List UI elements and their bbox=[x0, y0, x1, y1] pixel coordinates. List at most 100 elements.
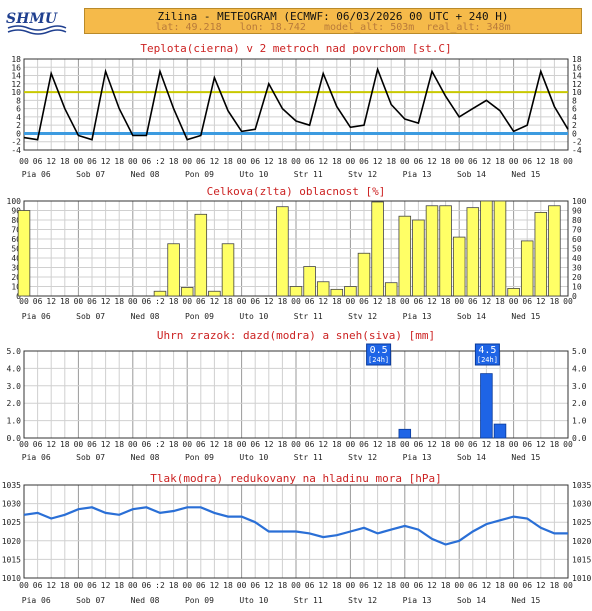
precip-hour-label: 00 bbox=[291, 440, 301, 449]
precip-hour-label: 06 bbox=[468, 440, 478, 449]
temperature-ytick-right: 0 bbox=[572, 129, 577, 138]
pressure-day-label: Pon 09 bbox=[185, 596, 214, 605]
cloud-day-label: Pia 13 bbox=[403, 312, 432, 321]
precip-hour-label: 18 bbox=[223, 440, 233, 449]
cloud-bar bbox=[194, 213, 208, 297]
cloud-hour-label: 06 bbox=[33, 297, 43, 306]
cloud-ytick-right: 90 bbox=[572, 207, 582, 216]
cloud-bar bbox=[371, 201, 384, 297]
temperature-hour-label: 18 bbox=[495, 157, 505, 166]
temperature-hour-label: 00 bbox=[19, 157, 29, 166]
cloud-hour-label: 06 bbox=[142, 297, 152, 306]
temperature-day-label: Stv 12 bbox=[348, 170, 377, 179]
pressure-ytick-left: 1025 bbox=[2, 518, 21, 527]
temperature-hour-label: 00 bbox=[509, 157, 519, 166]
cloud-hour-label: 12 bbox=[264, 297, 274, 306]
precip-hour-label: 12 bbox=[536, 440, 546, 449]
cloud-day-label: Pon 09 bbox=[185, 312, 214, 321]
temperature-day-label: Pia 13 bbox=[403, 170, 432, 179]
temperature-hour-label: 12 bbox=[482, 157, 492, 166]
temperature-hour-label: 06 bbox=[87, 157, 97, 166]
pressure-hour-label: 06 bbox=[468, 581, 478, 590]
temperature-day-label: Sob 14 bbox=[457, 170, 486, 179]
cloud-bar bbox=[452, 236, 466, 297]
pressure-ytick-left: 1020 bbox=[2, 537, 21, 546]
pressure-hour-label: 00 bbox=[182, 581, 192, 590]
cloud-bar bbox=[507, 287, 520, 297]
temperature-hour-label: 06 bbox=[522, 157, 532, 166]
pressure-day-label: Uto 10 bbox=[239, 596, 268, 605]
temperature-ytick-right: 18 bbox=[572, 55, 582, 64]
temperature-ytick-left: 6 bbox=[16, 105, 21, 114]
cloud-bar bbox=[480, 200, 493, 297]
precip-day-label: Sob 07 bbox=[76, 453, 105, 462]
cloud-day-label: Stv 12 bbox=[348, 312, 377, 321]
cloud-ytick-left: 80 bbox=[11, 216, 21, 225]
cloud-hour-label: 18 bbox=[386, 297, 396, 306]
temperature-ytick-left: 8 bbox=[16, 96, 21, 105]
pressure-hour-label: 06 bbox=[142, 581, 152, 590]
temperature-hour-label: 00 bbox=[128, 157, 138, 166]
cloud-bar bbox=[384, 282, 398, 297]
cloud-bar bbox=[303, 266, 316, 297]
temperature-hour-label: 06 bbox=[250, 157, 260, 166]
temperature-ytick-left: 4 bbox=[16, 113, 21, 122]
cloud-hour-label: 12 bbox=[318, 297, 328, 306]
precip-hour-label: 12 bbox=[427, 440, 437, 449]
precip-24h-value: 0.5 bbox=[370, 345, 388, 356]
cloud-day-label: Ned 15 bbox=[511, 312, 540, 321]
pressure-hour-label: 00 bbox=[563, 581, 573, 590]
pressure-hour-label: 00 bbox=[454, 581, 464, 590]
temperature-day-label: Str 11 bbox=[294, 170, 323, 179]
temperature-ytick-left: 2 bbox=[16, 121, 21, 130]
cloud-hour-label: 06 bbox=[305, 297, 315, 306]
cloud-bar bbox=[493, 200, 507, 297]
pressure-hour-label: 06 bbox=[196, 581, 206, 590]
temperature-hour-label: 12 bbox=[536, 157, 546, 166]
temperature-hour-label: 18 bbox=[169, 157, 179, 166]
cloud-ytick-left: 90 bbox=[11, 207, 21, 216]
pressure-hour-label: 18 bbox=[386, 581, 396, 590]
precip-hour-label: 12 bbox=[46, 440, 56, 449]
precip-hour-label: 06 bbox=[522, 440, 532, 449]
precip-hour-label: 06 bbox=[33, 440, 43, 449]
cloud-ytick-right: 0 bbox=[572, 292, 577, 301]
precip-ytick-right: 3.0 bbox=[572, 382, 587, 391]
temperature-day-label: Ned 15 bbox=[511, 170, 540, 179]
precip-bar bbox=[493, 423, 507, 439]
cloud-bar bbox=[398, 215, 412, 297]
temperature-plot-frame bbox=[23, 58, 569, 151]
temperature-day-label: Pia 06 bbox=[22, 170, 51, 179]
cloud-hour-label: 18 bbox=[495, 297, 505, 306]
cloud-ytick-left: 50 bbox=[11, 245, 21, 254]
cloud-hour-label: 06 bbox=[196, 297, 206, 306]
temperature-ytick-right: 8 bbox=[572, 96, 577, 105]
cloud-hour-label: 00 bbox=[346, 297, 356, 306]
cloud-hour-label: 12 bbox=[536, 297, 546, 306]
pressure-day-label: Ned 15 bbox=[511, 596, 540, 605]
cloud-bar bbox=[357, 252, 371, 297]
temperature-hour-label: 18 bbox=[114, 157, 124, 166]
cloud-ytick-left: 70 bbox=[11, 226, 21, 235]
logo-text: SHMU bbox=[6, 11, 58, 27]
cloud-ytick-right: 30 bbox=[572, 264, 582, 273]
pressure-hour-label: 12 bbox=[536, 581, 546, 590]
precip-hour-label: 18 bbox=[441, 440, 451, 449]
precip-day-label: Pia 13 bbox=[403, 453, 432, 462]
temperature-ytick-right: 4 bbox=[572, 113, 577, 122]
temperature-hour-label: 18 bbox=[278, 157, 288, 166]
temperature-ytick-right: 10 bbox=[572, 88, 582, 97]
precip-hour-label: 00 bbox=[128, 440, 138, 449]
temperature-ytick-left: 18 bbox=[11, 55, 21, 64]
cloud-bar bbox=[439, 205, 452, 297]
precip-hour-label: 18 bbox=[386, 440, 396, 449]
header-location: lat: 49.218 lon: 18.742 model_alt: 503m … bbox=[155, 22, 511, 33]
cloud-hour-label: 18 bbox=[278, 297, 288, 306]
temperature-hour-label: 18 bbox=[386, 157, 396, 166]
precip-day-label: Sob 14 bbox=[457, 453, 486, 462]
temperature-hour-label: 12 bbox=[210, 157, 220, 166]
precip-hour-label: 06 bbox=[250, 440, 260, 449]
cloud-chart-title: Celkova(zlta) oblacnost [%] bbox=[207, 185, 386, 198]
precip-ytick-right: 2.0 bbox=[572, 399, 587, 408]
